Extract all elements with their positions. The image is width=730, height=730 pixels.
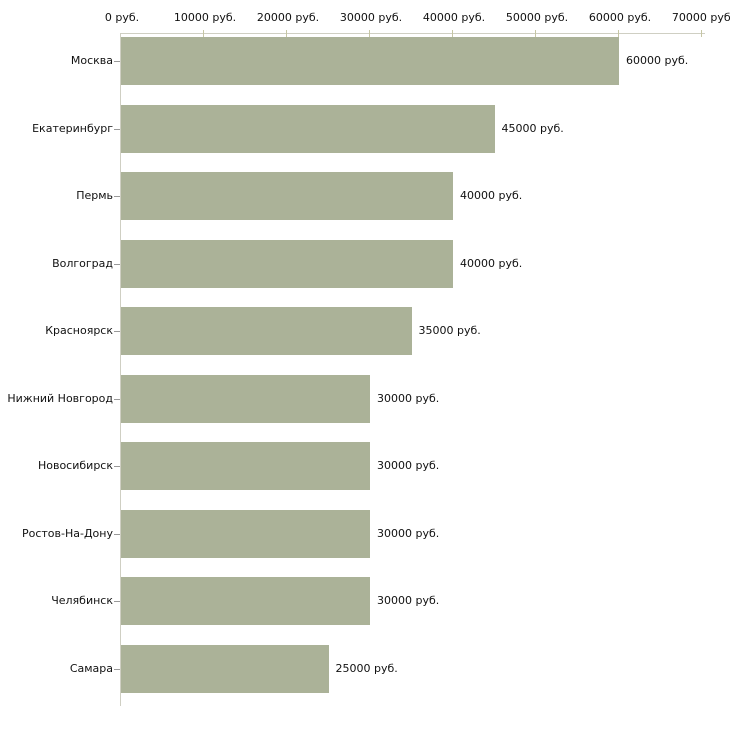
category-label: Самара	[69, 661, 113, 675]
category-label: Москва	[70, 54, 113, 67]
bar-value-label: 40000 руб.	[460, 256, 523, 270]
x-axis-tick	[452, 30, 453, 37]
bar	[121, 442, 370, 490]
x-axis-line	[120, 33, 705, 34]
category-tick	[114, 398, 120, 400]
bar	[121, 509, 370, 558]
x-axis-tick	[535, 30, 536, 37]
bar-value-label: 30000 руб.	[377, 391, 440, 405]
x-axis-tick-label: 40000 руб.	[422, 11, 486, 24]
bar-value-label: 25000 руб.	[335, 661, 398, 675]
category-label: Пермь	[76, 189, 113, 202]
category-label: Новосибирск	[37, 459, 113, 472]
x-axis-tick	[203, 30, 204, 37]
category-tick	[114, 331, 120, 332]
x-axis-tick-label: 10000 руб.	[173, 11, 237, 24]
x-axis-tick-label: 70000 руб.	[671, 11, 730, 24]
y-axis-line	[120, 33, 121, 706]
category-label: Красноярск	[45, 324, 113, 337]
category-tick	[114, 533, 120, 535]
category-label: Ростов-На-Дону	[21, 526, 113, 540]
x-axis-tick-label: 0 руб.	[104, 11, 140, 24]
bar	[121, 239, 453, 288]
bar-value-label: 30000 руб.	[377, 459, 440, 472]
bar-value-label: 30000 руб.	[377, 594, 440, 607]
bar-value-label: 35000 руб.	[418, 324, 481, 337]
bar	[121, 37, 619, 85]
bar	[121, 644, 329, 693]
x-axis-tick-label: 20000 руб.	[256, 11, 320, 24]
category-tick	[114, 61, 120, 62]
bar-value-label: 60000 руб.	[626, 54, 689, 67]
category-tick	[114, 128, 120, 130]
x-axis-tick-label: 30000 руб.	[339, 11, 403, 24]
x-axis-tick-label: 50000 руб.	[505, 11, 569, 24]
x-axis-tick	[286, 30, 287, 37]
category-label: Нижний Новгород	[7, 391, 113, 405]
category-label: Екатеринбург	[32, 121, 113, 135]
bar-value-label: 30000 руб.	[377, 526, 440, 540]
bar	[121, 577, 370, 625]
x-axis-tick-label: 60000 руб.	[588, 11, 652, 24]
category-tick	[114, 601, 120, 602]
bar	[121, 104, 495, 153]
bar	[121, 374, 370, 423]
category-label: Волгоград	[52, 256, 113, 270]
category-tick	[114, 668, 120, 670]
bar-value-label: 40000 руб.	[460, 189, 523, 202]
x-axis-tick	[701, 30, 702, 37]
bar-value-label: 45000 руб.	[501, 121, 564, 135]
category-tick	[114, 263, 120, 265]
bar	[121, 307, 412, 355]
bar	[121, 172, 453, 220]
x-axis-tick	[618, 30, 619, 37]
category-label: Челябинск	[51, 594, 113, 607]
category-tick	[114, 466, 120, 467]
x-axis-tick	[369, 30, 370, 37]
category-tick	[114, 196, 120, 197]
